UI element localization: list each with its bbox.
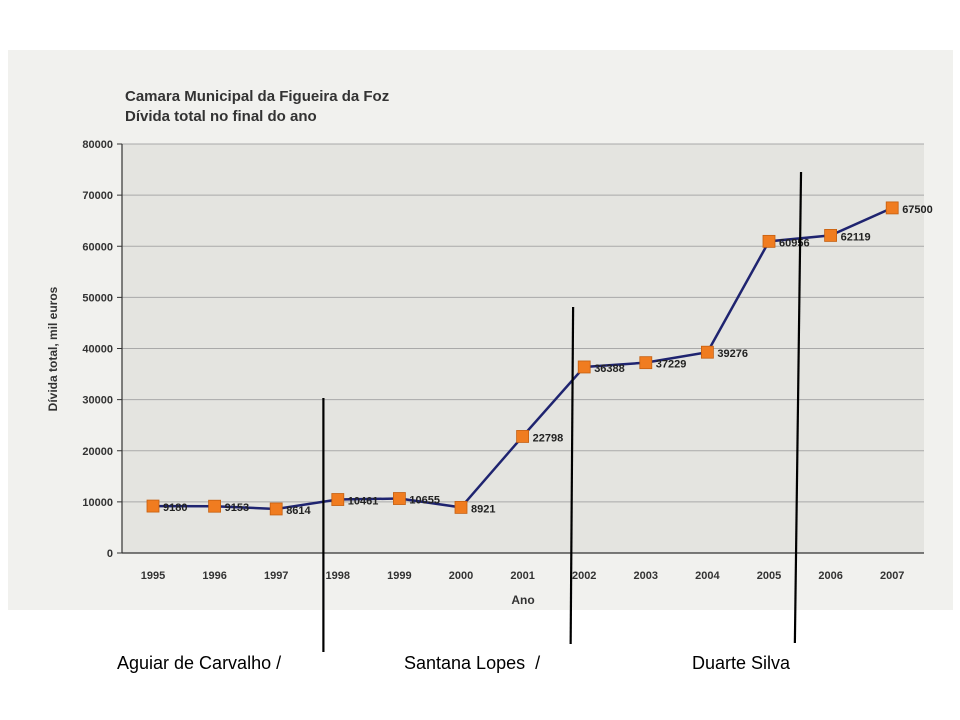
data-label: 9180 [163,502,187,514]
data-point [146,499,160,513]
data-label: 22798 [533,432,564,444]
y-tick-label: 0 [107,548,113,560]
y-tick-label: 70000 [82,190,113,202]
mayor-label-duarte-silva: Duarte Silva [692,653,791,673]
x-tick-label: 2006 [818,570,842,582]
data-point [885,201,899,215]
mayor-term-divider [793,171,803,644]
data-point [516,430,529,443]
x-tick-label: 1995 [141,570,165,582]
data-label: 39276 [717,348,748,360]
mayor-label-santana-lopes: Santana Lopes / [404,653,541,673]
data-label: 62119 [841,231,871,243]
y-tick-label: 30000 [82,395,113,407]
data-label: 10655 [409,495,440,507]
chart-subtitle: Dívida total no final do ano [125,108,317,125]
data-point [762,234,776,248]
data-point [208,499,222,513]
data-label: 37229 [656,359,687,371]
data-point [577,360,591,374]
x-tick-label: 2002 [572,570,596,582]
data-point [269,502,283,516]
x-tick-label: 2007 [880,570,904,582]
x-tick-label: 1997 [264,570,288,582]
data-label: 8921 [471,503,495,515]
data-label: 36388 [594,363,625,375]
mayor-term-divider [569,306,575,645]
data-label: 60956 [779,237,810,249]
x-tick-label: 2001 [510,570,534,582]
y-tick-label: 50000 [82,292,113,304]
x-tick-label: 2003 [634,570,658,582]
x-axis-label: Ano [511,593,534,607]
data-point [701,345,714,359]
y-tick-label: 10000 [82,497,113,509]
chart-title: Camara Municipal da Figueira da Foz [125,88,390,105]
data-label: 8614 [286,505,311,517]
y-tick-label: 80000 [82,139,113,151]
data-point [824,229,837,242]
x-tick-label: 1999 [387,570,411,582]
data-point [639,356,653,370]
data-point [392,492,406,505]
y-tick-label: 60000 [82,241,113,253]
mayor-label-aguiar-de-carvalho: Aguiar de Carvalho / [117,653,282,673]
y-tick-label: 40000 [82,344,113,356]
data-label: 10461 [348,496,379,508]
x-tick-label: 1998 [326,570,350,582]
data-label: 67500 [902,204,933,216]
y-axis-label: Dívida total, mil euros [46,286,60,411]
data-point [331,493,345,506]
x-tick-label: 2000 [449,570,473,582]
data-label: 9153 [225,502,249,514]
y-tick-label: 20000 [82,446,113,458]
x-tick-label: 2004 [695,570,720,582]
x-tick-label: 1996 [202,570,226,582]
data-point [454,500,468,514]
x-tick-label: 2005 [757,570,781,582]
